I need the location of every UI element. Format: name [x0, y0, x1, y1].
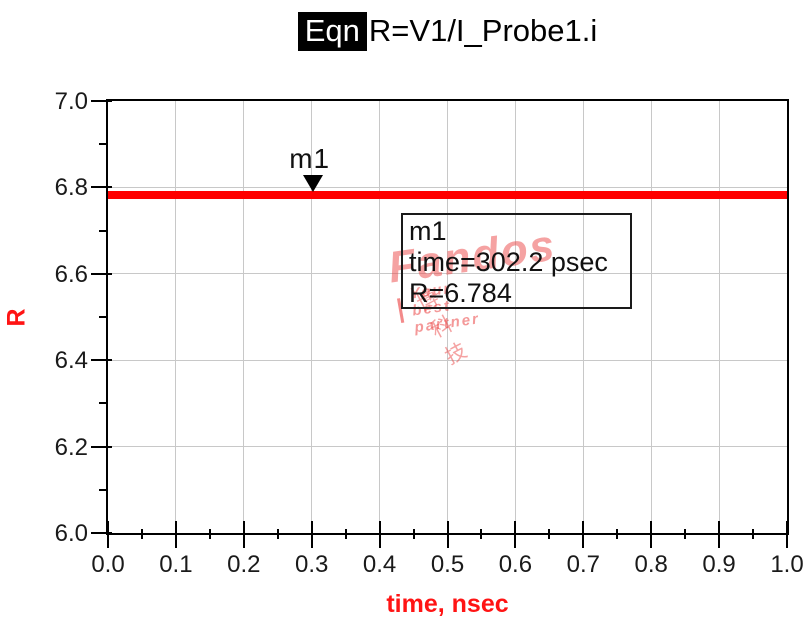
marker-info-line: m1 [409, 216, 447, 246]
x-major-tick [718, 521, 721, 548]
marker-info-box[interactable]: m1 time=302.2 psec R=6.784 [401, 213, 632, 309]
x-major-tick [310, 521, 313, 548]
gridline-horizontal [108, 186, 787, 188]
y-minor-tick [99, 143, 108, 146]
x-major-tick [446, 521, 449, 548]
y-minor-tick [99, 316, 108, 318]
x-major-tick [514, 521, 517, 548]
x-tick-label: 0.2 [227, 551, 261, 578]
gridline-vertical [379, 101, 381, 533]
x-minor-tick [616, 529, 619, 539]
x-tick-label: 0.3 [295, 551, 329, 578]
x-major-tick [582, 521, 585, 548]
y-minor-tick [99, 229, 108, 232]
y-major-tick [91, 445, 112, 448]
x-tick-label: 0.8 [634, 551, 668, 578]
gridline-horizontal [108, 273, 787, 275]
gridline-vertical [243, 101, 245, 533]
marker-info-line: R=6.784 [409, 278, 512, 308]
gridline-vertical [311, 101, 313, 533]
x-major-tick [242, 521, 245, 548]
y-tick-label: 6.2 [54, 433, 88, 461]
equation-title: Eqn R=V1/I_Probe1.i [108, 12, 787, 51]
y-axis-title: R [2, 308, 31, 327]
x-minor-tick [684, 529, 687, 539]
gridline-horizontal [108, 446, 787, 448]
gridline-vertical [175, 101, 177, 533]
y-tick-label: 6.6 [54, 260, 88, 288]
x-major-tick [107, 521, 109, 548]
x-minor-tick [480, 529, 483, 539]
x-minor-tick [208, 529, 211, 539]
x-minor-tick [276, 529, 279, 539]
y-tick-label: 6.8 [54, 174, 88, 202]
gridline-vertical [582, 101, 584, 533]
y-tick-label: 7.0 [54, 88, 88, 115]
y-major-tick [91, 186, 112, 189]
gridline-vertical [718, 101, 720, 533]
y-major-tick [91, 532, 112, 534]
x-minor-tick [548, 529, 551, 539]
data-trace [108, 191, 787, 200]
x-major-tick [378, 521, 381, 548]
x-tick-label: 0.5 [430, 551, 465, 578]
y-tick-label: 6.4 [54, 347, 88, 375]
x-tick-label: 0.1 [159, 551, 193, 578]
x-tick-label: 0.4 [362, 551, 397, 578]
x-tick-label: 0.6 [498, 551, 533, 578]
y-major-tick [91, 272, 112, 275]
y-major-tick [91, 359, 112, 362]
marker-info-line: time=302.2 psec [409, 247, 608, 277]
y-tick-label: 6.0 [54, 520, 88, 547]
x-minor-tick [140, 529, 143, 539]
x-axis-title: time, nsec [386, 590, 509, 618]
x-major-tick [174, 521, 177, 548]
y-minor-tick [99, 402, 108, 405]
gridline-vertical [514, 101, 516, 533]
x-minor-tick [344, 529, 347, 539]
marker-triangle[interactable] [303, 175, 324, 193]
y-minor-tick [99, 488, 108, 491]
x-minor-tick [752, 529, 755, 539]
x-tick-label: 1.0 [770, 551, 804, 578]
gridline-horizontal [108, 359, 787, 361]
x-tick-label: 0.0 [91, 551, 125, 578]
x-tick-label: 0.9 [702, 551, 736, 578]
gridline-vertical [650, 101, 652, 533]
x-tick-label: 0.7 [566, 551, 600, 578]
x-major-tick [650, 521, 653, 548]
marker-label: m1 [289, 143, 331, 175]
equation-text: R=V1/I_Probe1.i [368, 13, 598, 49]
y-major-tick [91, 100, 112, 102]
gridline-vertical [447, 101, 448, 533]
x-major-tick [786, 521, 788, 548]
eqn-badge: Eqn [297, 12, 367, 51]
x-minor-tick [412, 529, 415, 539]
